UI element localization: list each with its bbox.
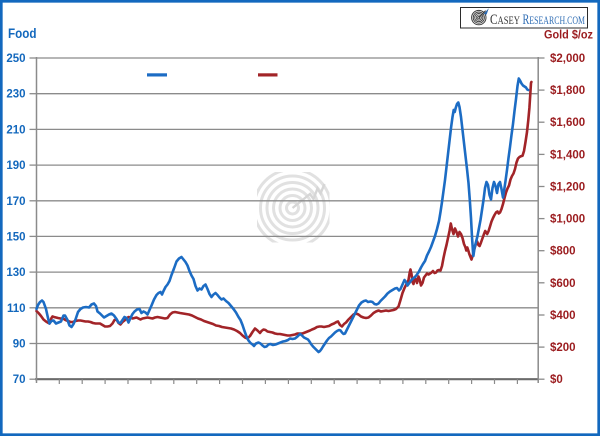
svg-text:90: 90 xyxy=(13,339,26,351)
svg-text:$1,600: $1,600 xyxy=(550,117,585,129)
svg-text:$1,000: $1,000 xyxy=(550,214,585,226)
svg-text:230: 230 xyxy=(6,89,25,101)
svg-text:150: 150 xyxy=(6,231,25,243)
svg-text:110: 110 xyxy=(7,303,26,315)
svg-text:$200: $200 xyxy=(550,342,576,354)
svg-text:$1,400: $1,400 xyxy=(550,149,585,161)
svg-text:$800: $800 xyxy=(550,246,576,258)
svg-text:130: 130 xyxy=(6,267,25,279)
svg-text:$600: $600 xyxy=(550,278,576,290)
svg-text:$0: $0 xyxy=(550,374,563,386)
svg-text:190: 190 xyxy=(6,160,25,172)
svg-text:$2,000: $2,000 xyxy=(550,53,585,65)
svg-text:170: 170 xyxy=(6,196,25,208)
svg-text:210: 210 xyxy=(6,124,25,136)
svg-text:CASEY: CASEY xyxy=(490,12,521,28)
svg-text:Gold $/oz: Gold $/oz xyxy=(544,30,593,42)
svg-text:250: 250 xyxy=(6,53,25,65)
svg-text:70: 70 xyxy=(13,374,26,386)
svg-text:$1,200: $1,200 xyxy=(550,182,585,194)
svg-text:Food: Food xyxy=(8,26,37,41)
svg-text:RESEARCH.COM: RESEARCH.COM xyxy=(523,12,586,28)
svg-text:$400: $400 xyxy=(550,310,576,322)
svg-text:$1,800: $1,800 xyxy=(550,85,585,97)
